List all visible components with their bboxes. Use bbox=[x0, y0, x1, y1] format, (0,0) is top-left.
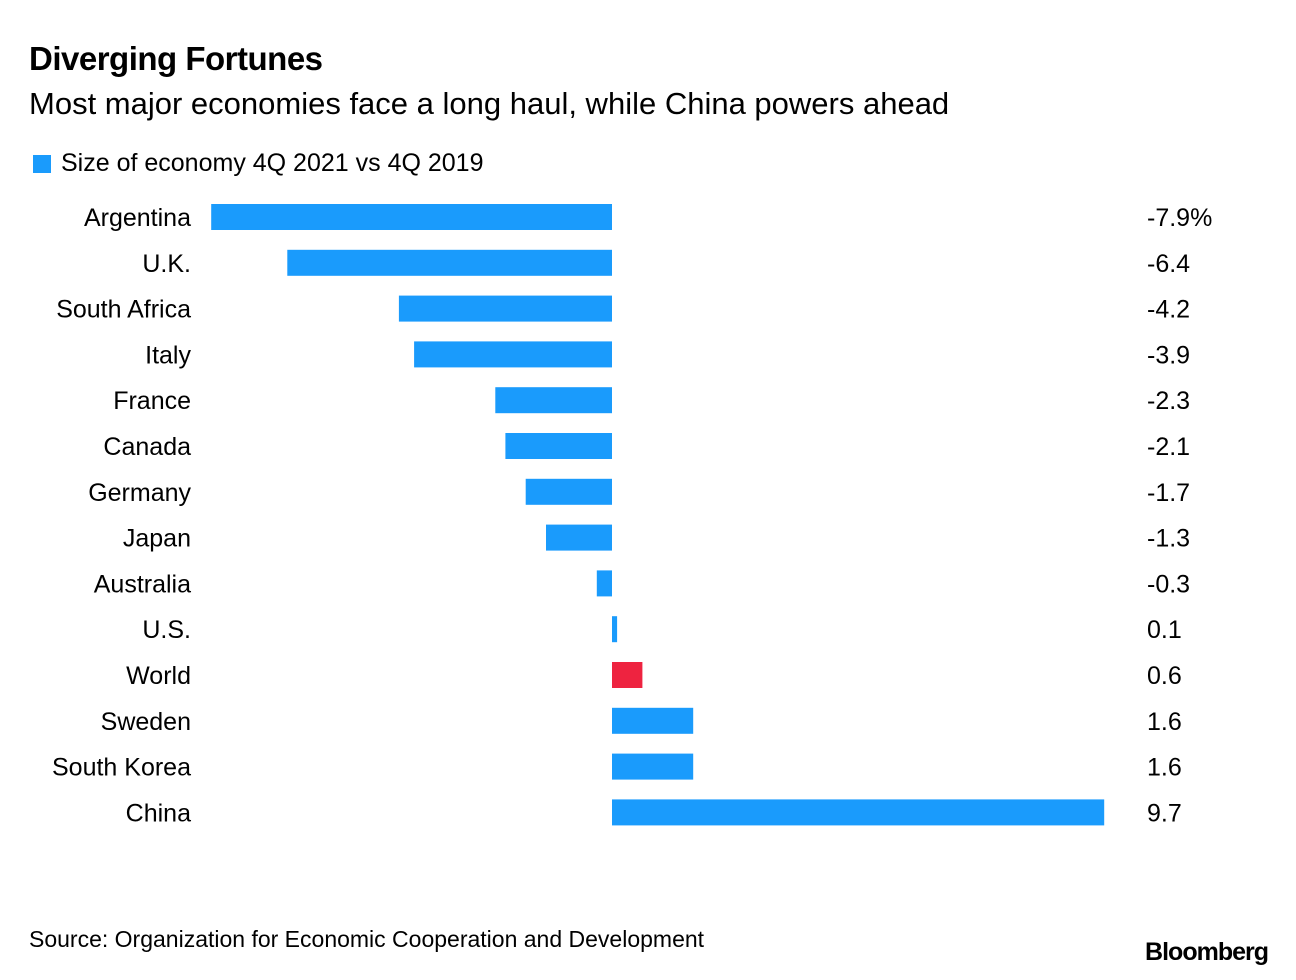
bar-canada bbox=[505, 433, 612, 459]
bar-italy bbox=[414, 341, 612, 368]
bar-u-s bbox=[612, 616, 618, 643]
bar-u-k bbox=[287, 249, 612, 276]
category-label-argentina: Argentina bbox=[84, 204, 191, 232]
category-label-germany: Germany bbox=[88, 479, 191, 507]
bar-south-korea bbox=[612, 753, 694, 780]
category-label-u-k: U.K. bbox=[142, 250, 191, 278]
chart-title: Diverging Fortunes bbox=[29, 40, 323, 77]
category-label-canada: Canada bbox=[103, 433, 191, 461]
category-label-south-africa: South Africa bbox=[56, 296, 191, 324]
category-label-france: France bbox=[113, 387, 191, 415]
category-label-world: World bbox=[126, 662, 191, 690]
bar-germany bbox=[525, 478, 612, 505]
value-label-u-k: -6.4 bbox=[1147, 250, 1190, 278]
bar-china bbox=[612, 799, 1105, 826]
value-label-germany: -1.7 bbox=[1147, 479, 1190, 507]
value-labels: -7.9% -6.4 -4.2 -3.9 -2.3 -2.1 -1.7 -1.3 -0.3 0.1… bbox=[1147, 204, 1212, 827]
bar-sweden bbox=[612, 707, 694, 734]
category-label-china: China bbox=[126, 799, 191, 827]
value-label-u-s: 0.1 bbox=[1147, 616, 1182, 644]
value-label-argentina: -7.9% bbox=[1147, 204, 1212, 232]
value-label-australia: -0.3 bbox=[1147, 570, 1190, 598]
value-label-france: -2.3 bbox=[1147, 387, 1190, 415]
bloomberg-logo: Bloomberg bbox=[1145, 938, 1269, 966]
value-label-south-africa: -4.2 bbox=[1147, 296, 1190, 324]
legend-swatch bbox=[33, 154, 51, 173]
category-labels: Argentina U.K. South Africa Italy France Cana… bbox=[52, 204, 191, 827]
chart-subtitle: Most major economies face a long haul, w… bbox=[29, 86, 950, 121]
value-label-italy: -3.9 bbox=[1147, 341, 1190, 369]
bar-france bbox=[495, 387, 612, 414]
category-label-u-s: U.S. bbox=[142, 616, 191, 644]
value-label-sweden: 1.6 bbox=[1147, 708, 1182, 736]
category-label-south-korea: South Korea bbox=[52, 754, 191, 782]
bar-south-africa bbox=[398, 295, 612, 322]
value-label-japan: -1.3 bbox=[1147, 525, 1190, 553]
category-label-italy: Italy bbox=[145, 341, 191, 369]
legend-label: Size of economy 4Q 2021 vs 4Q 2019 bbox=[61, 149, 484, 177]
value-label-canada: -2.1 bbox=[1147, 433, 1190, 461]
bar-world bbox=[612, 662, 643, 688]
value-label-china: 9.7 bbox=[1147, 799, 1182, 827]
legend: Size of economy 4Q 2021 vs 4Q 2019 bbox=[33, 149, 483, 178]
source-note: Source: Organization for Economic Cooper… bbox=[29, 926, 705, 952]
bar-argentina bbox=[211, 204, 612, 230]
category-label-sweden: Sweden bbox=[101, 708, 191, 736]
category-label-japan: Japan bbox=[123, 525, 191, 553]
category-label-australia: Australia bbox=[94, 570, 191, 598]
value-label-south-korea: 1.6 bbox=[1147, 754, 1182, 782]
bar-australia bbox=[596, 570, 612, 597]
bar-japan bbox=[546, 524, 612, 551]
bars-group bbox=[211, 204, 1105, 826]
value-label-world: 0.6 bbox=[1147, 662, 1182, 690]
